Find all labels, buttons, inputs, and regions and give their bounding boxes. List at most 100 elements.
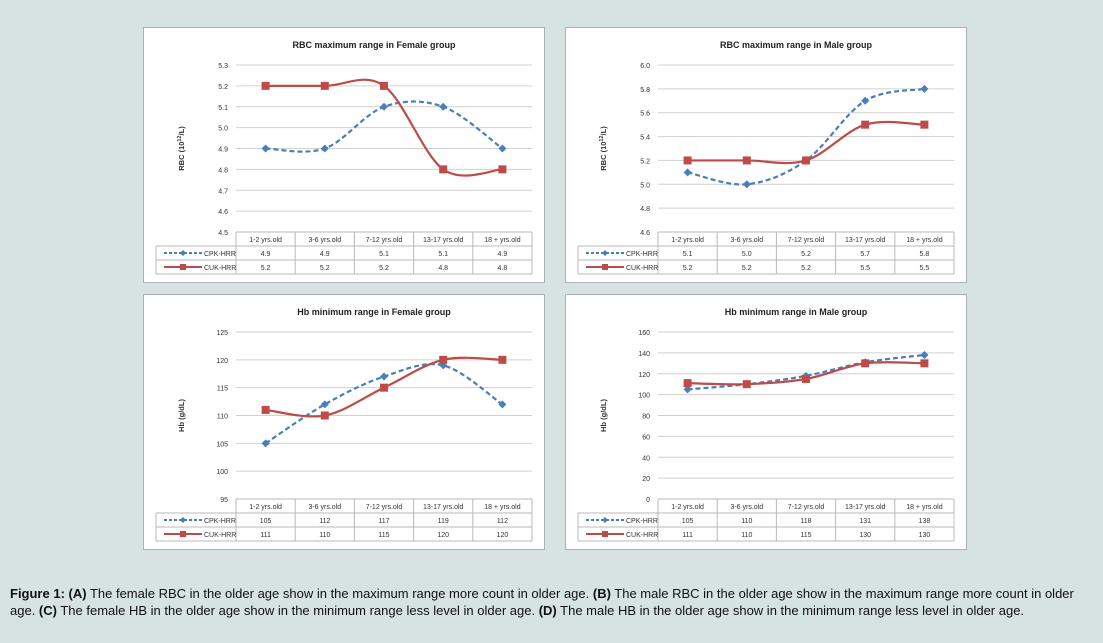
category-label: 18 + yrs.old xyxy=(906,504,942,511)
legend-marker xyxy=(180,531,186,537)
data-point-marker xyxy=(683,168,692,177)
y-tick-label: 100 xyxy=(638,393,650,400)
table-value: 130 xyxy=(859,532,871,539)
y-tick-label: 60 xyxy=(642,434,650,441)
category-label: 7-12 yrs.old xyxy=(788,504,825,511)
data-point-marker xyxy=(683,156,692,165)
table-value: 111 xyxy=(682,532,693,539)
y-tick-label: 0 xyxy=(646,497,650,504)
table-value: 5.2 xyxy=(379,265,389,272)
caption-text: The female RBC in the older age show in … xyxy=(86,586,593,601)
caption-text: The female HB in the older age show in t… xyxy=(56,603,539,618)
y-tick-label: 5.2 xyxy=(640,158,650,165)
table-value: 131 xyxy=(859,518,871,525)
category-label: 7-12 yrs.old xyxy=(366,504,403,511)
caption-text: The male RBC in the older age show in th… xyxy=(10,586,1074,618)
legend-label: CUK-HRR xyxy=(626,265,658,272)
legend-label: CUK-HRR xyxy=(626,532,658,539)
table-value: 110 xyxy=(741,532,752,539)
legend-label: CUK-HRR xyxy=(204,532,236,539)
data-point-marker xyxy=(261,144,270,153)
y-tick-label: 5.0 xyxy=(640,182,650,189)
table-value: 5.2 xyxy=(683,265,693,272)
data-point-marker xyxy=(683,385,692,394)
data-point-marker xyxy=(439,165,448,174)
chart-panel-a: RBC maximum range in Female group 4.5 4.6 4… xyxy=(143,27,545,283)
table-value: 111 xyxy=(260,532,271,539)
table-value: 5.7 xyxy=(860,251,870,258)
data-point-marker xyxy=(261,439,270,448)
data-point-marker xyxy=(742,180,751,189)
chart-panel-c: Hb minimum range in Female group 95 100 105… xyxy=(143,294,545,550)
y-tick-label: 5.1 xyxy=(218,105,228,112)
table-value: 112 xyxy=(497,518,508,525)
data-point-marker xyxy=(920,120,929,129)
category-label: 18 + yrs.old xyxy=(906,237,942,244)
category-label: 18 + yrs.old xyxy=(484,237,520,244)
y-tick-label: 5.8 xyxy=(640,87,650,94)
caption-text: The male HB in the older age show in the… xyxy=(556,603,1025,618)
data-point-marker xyxy=(320,400,329,409)
y-tick-label: 160 xyxy=(638,330,650,337)
table-value: 115 xyxy=(800,532,811,539)
category-label: 3-6 yrs.old xyxy=(308,237,341,244)
table-value: 117 xyxy=(378,518,389,525)
y-tick-label: 4.8 xyxy=(218,167,228,174)
y-tick-label: 5.4 xyxy=(640,135,650,142)
chart-title: RBC maximum range in Female group xyxy=(292,40,456,50)
table-value: 5.5 xyxy=(860,265,870,272)
data-point-marker xyxy=(380,81,388,90)
table-value: 138 xyxy=(919,518,931,525)
table-value: 5.1 xyxy=(683,251,693,258)
table-value: 5.2 xyxy=(742,265,752,272)
legend-label: CUK-HRR xyxy=(204,265,236,272)
category-label: 7-12 yrs.old xyxy=(788,237,825,244)
chart-title: Hb minimum range in Male group xyxy=(725,307,868,317)
table-value: 5.2 xyxy=(320,265,330,272)
table-value: 4.9 xyxy=(320,251,330,258)
category-label: 18 + yrs.old xyxy=(484,504,520,511)
table-value: 4.8 xyxy=(498,265,508,272)
legend-marker xyxy=(602,517,608,523)
data-point-marker xyxy=(802,374,810,383)
chart-title: Hb minimum range in Female group xyxy=(297,307,451,317)
category-label: 3-6 yrs.old xyxy=(730,237,763,244)
data-point-marker xyxy=(439,102,448,111)
y-axis-label: Hb (g/dL) xyxy=(177,399,186,432)
category-label: 7-12 yrs.old xyxy=(366,237,403,244)
chart-svg: RBC maximum range in Female group 4.5 4.6 4… xyxy=(155,40,533,275)
table-value: 110 xyxy=(741,518,752,525)
caption-bold-text: (C) xyxy=(38,603,57,618)
series-line xyxy=(687,353,925,391)
y-tick-label: 120 xyxy=(216,358,228,365)
table-value: 5.1 xyxy=(379,251,389,258)
caption-bold-text: (B) xyxy=(592,586,611,601)
table-value: 120 xyxy=(437,532,449,539)
data-point-marker xyxy=(861,120,870,129)
category-label: 1-2 yrs.old xyxy=(249,504,282,511)
y-tick-label: 95 xyxy=(220,497,228,504)
table-value: 119 xyxy=(438,518,449,525)
y-tick-label: 105 xyxy=(216,441,228,448)
data-point-marker xyxy=(380,383,388,392)
table-value: 5.2 xyxy=(801,251,811,258)
data-point-marker xyxy=(683,379,692,388)
category-label: 1-2 yrs.old xyxy=(249,237,282,244)
data-point-marker xyxy=(380,372,388,381)
chart-svg: Hb minimum range in Female group 95 100 105… xyxy=(155,307,533,542)
category-label: 1-2 yrs.old xyxy=(671,504,704,511)
y-tick-label: 4.6 xyxy=(640,230,650,237)
y-tick-label: 5.2 xyxy=(218,84,228,91)
caption-bold-text: (D) xyxy=(538,603,557,618)
data-point-marker xyxy=(498,144,507,153)
category-label: 13-17 yrs.old xyxy=(423,237,464,244)
table-value: 110 xyxy=(319,532,330,539)
y-tick-label: 4.5 xyxy=(218,230,228,237)
data-point-marker xyxy=(320,411,329,420)
category-label: 1-2 yrs.old xyxy=(671,237,704,244)
chart-panel-d: Hb minimum range in Male group 0 20 40 60 80 1… xyxy=(565,294,967,550)
data-point-marker xyxy=(439,361,448,370)
y-tick-label: 115 xyxy=(217,386,228,393)
y-tick-label: 100 xyxy=(216,469,228,476)
table-value: 4.9 xyxy=(498,251,508,258)
